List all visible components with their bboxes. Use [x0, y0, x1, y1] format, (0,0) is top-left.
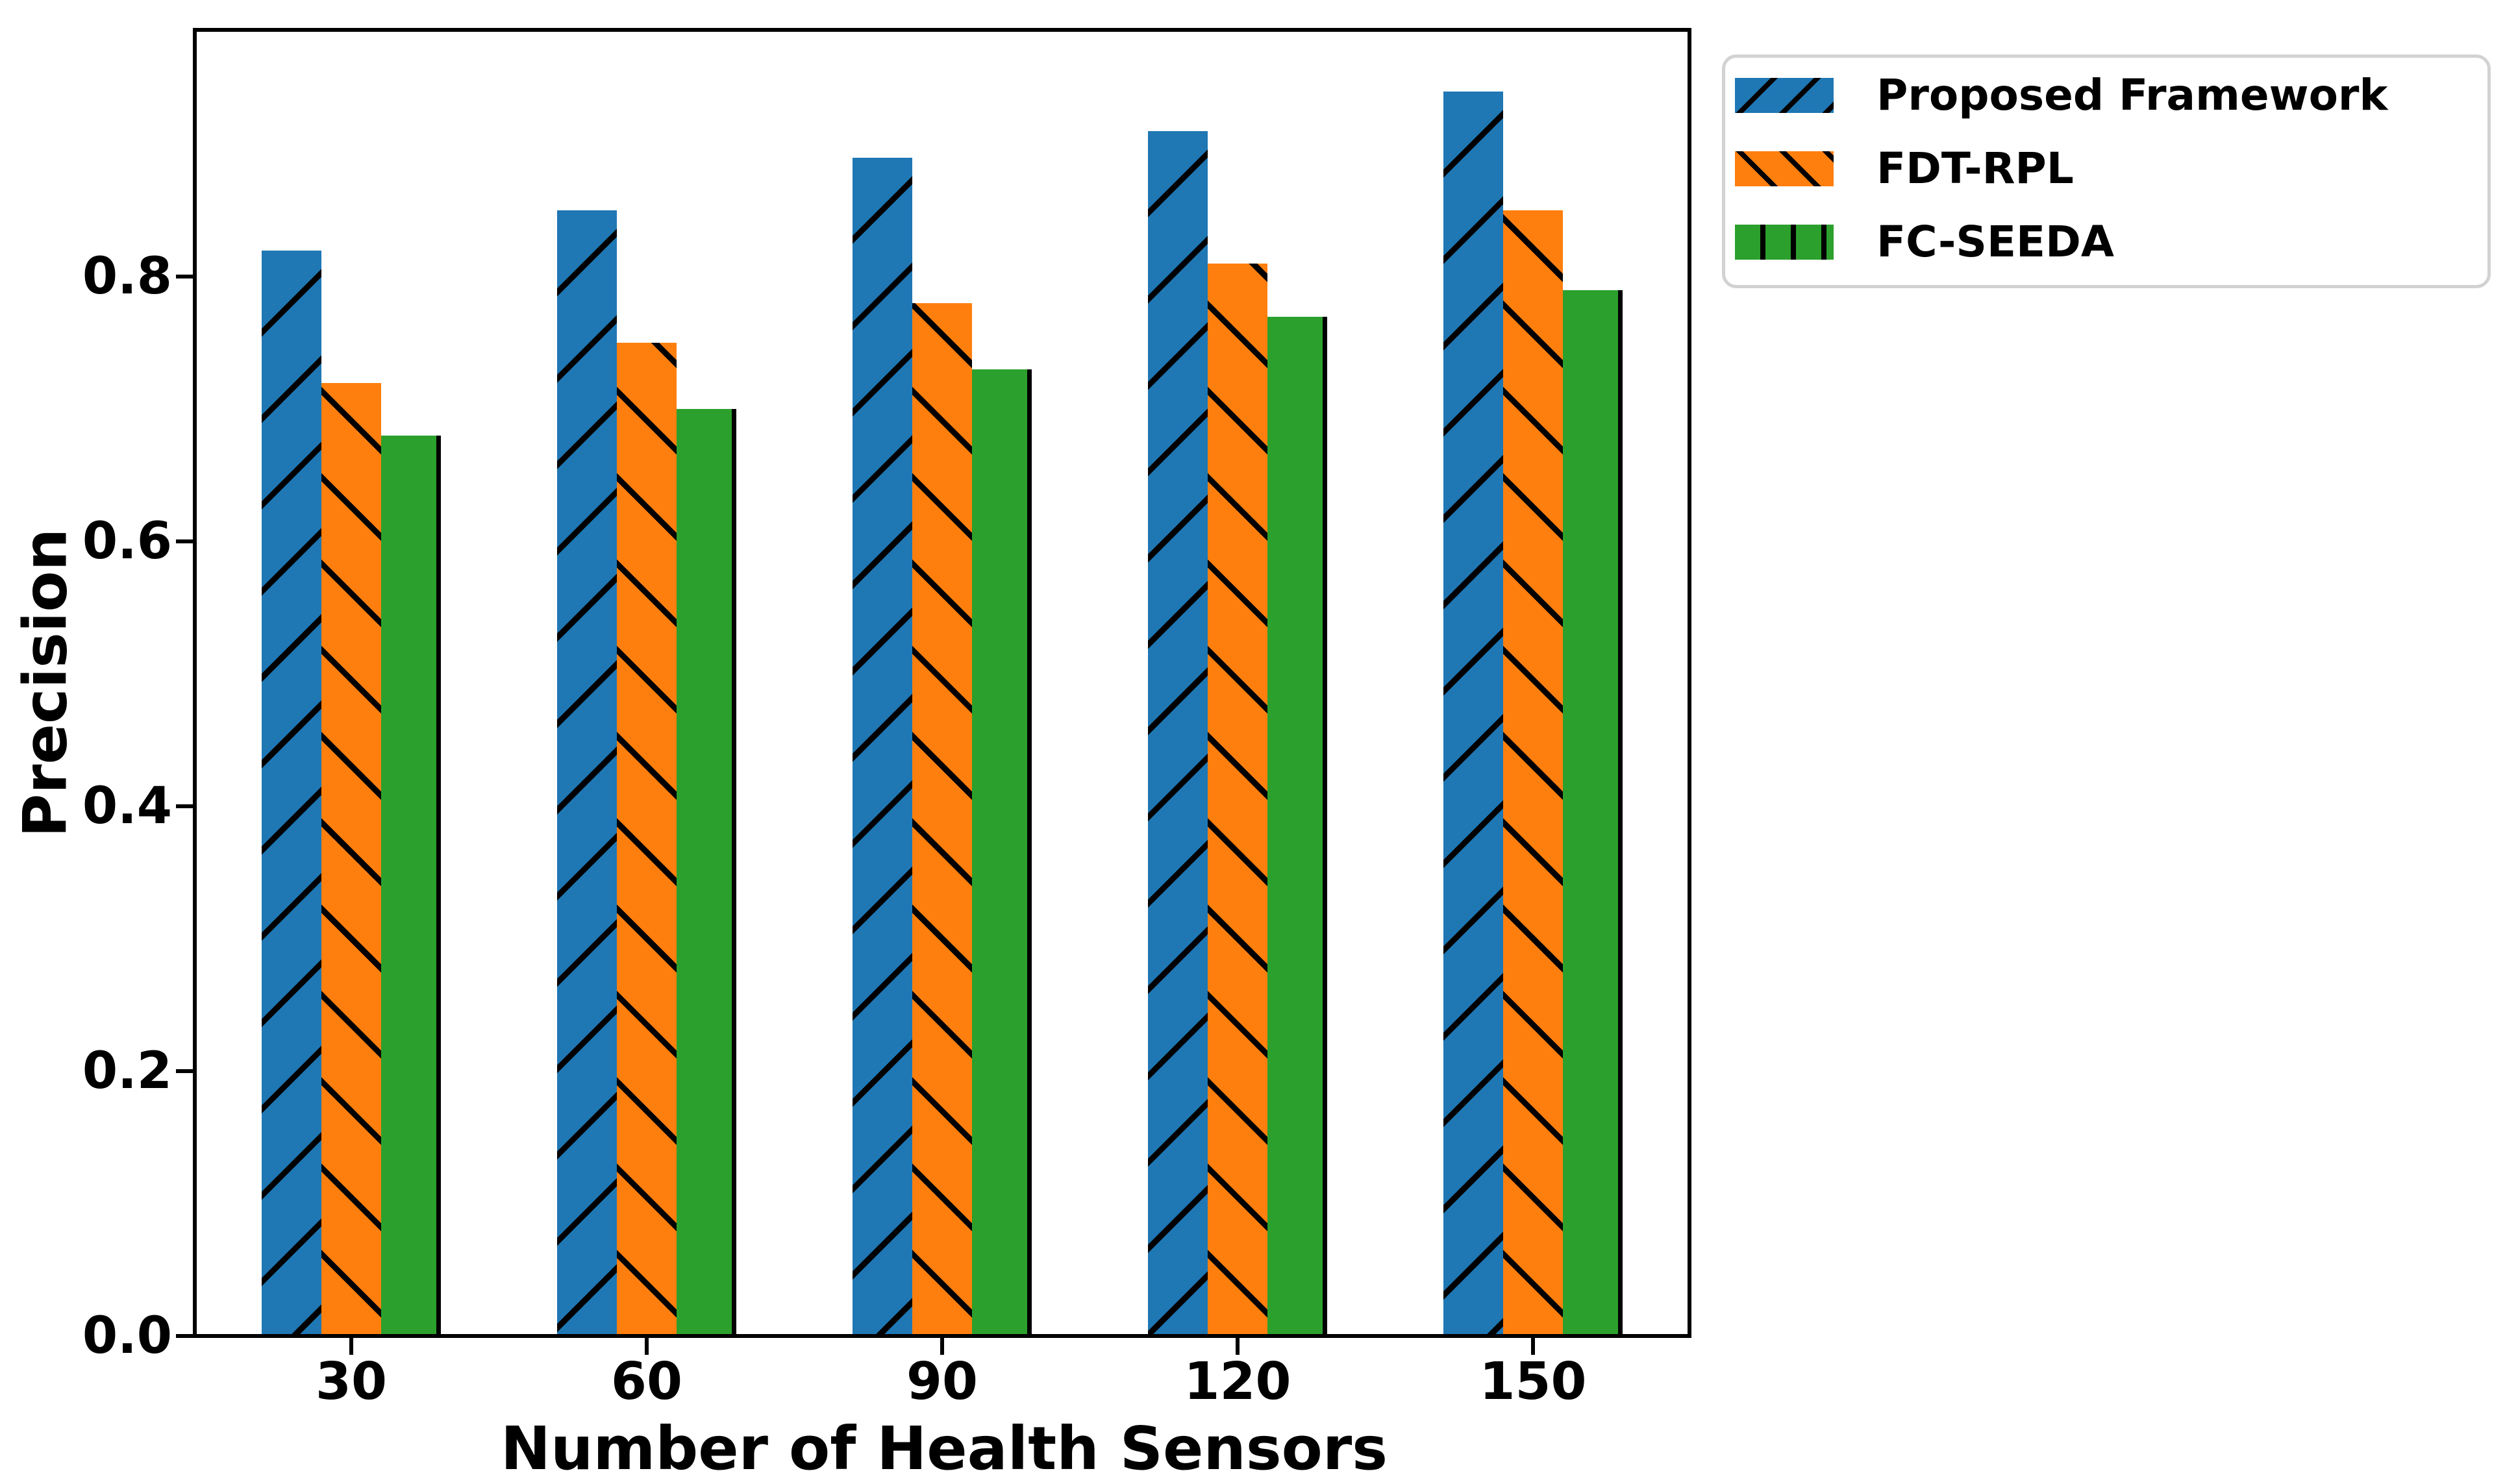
x-axis-tick-label: 60	[611, 1352, 682, 1411]
y-axis-label: Precision	[10, 528, 81, 838]
y-axis-tick-label: 0.4	[82, 777, 172, 835]
x-axis-tick	[940, 1338, 944, 1355]
bar-fc-seeda-120	[1267, 317, 1327, 1336]
bar-fc-seeda-150	[1563, 290, 1623, 1336]
legend-swatch-proposed-framework	[1735, 78, 1834, 113]
x-axis-tick-label: 30	[316, 1352, 387, 1411]
y-axis-tick-label: 0.8	[82, 247, 172, 306]
legend-label-fc-seeda: FC-SEEDA	[1876, 217, 2114, 267]
x-axis-tick	[1236, 1338, 1240, 1355]
x-axis-tick-label: 150	[1479, 1352, 1587, 1411]
bar-fdt-rpl-60	[617, 343, 677, 1336]
x-axis-tick	[1531, 1338, 1535, 1355]
bar-fdt-rpl-90	[912, 303, 972, 1336]
bar-fc-seeda-90	[972, 369, 1032, 1336]
x-axis-label: Number of Health Sensors	[500, 1414, 1388, 1483]
legend-swatch-fdt-rpl	[1735, 151, 1834, 186]
legend-box: Proposed Framework FDT-RPL FC-SEEDA	[1722, 55, 2491, 288]
y-axis-tick	[176, 1069, 195, 1073]
bar-fdt-rpl-30	[321, 383, 381, 1336]
x-axis-tick-label: 90	[906, 1352, 978, 1411]
y-axis-tick	[176, 539, 195, 543]
bar-proposed-framework-150	[1443, 92, 1503, 1336]
bar-fdt-rpl-120	[1208, 264, 1267, 1336]
y-axis-tick	[176, 275, 195, 278]
bar-proposed-framework-120	[1148, 131, 1208, 1336]
bar-proposed-framework-60	[557, 210, 617, 1336]
x-axis-tick-label: 120	[1184, 1352, 1291, 1411]
legend-label-proposed-framework: Proposed Framework	[1876, 70, 2388, 120]
y-axis-tick	[176, 804, 195, 808]
y-axis-tick-label: 0.2	[82, 1042, 172, 1100]
y-axis-tick-label: 0.0	[82, 1307, 172, 1365]
bar-proposed-framework-30	[262, 251, 321, 1336]
legend-swatch-fc-seeda	[1735, 225, 1834, 260]
x-axis-tick	[645, 1338, 649, 1355]
bar-fdt-rpl-150	[1503, 210, 1563, 1336]
bar-fc-seeda-30	[381, 436, 441, 1336]
legend-label-fdt-rpl: FDT-RPL	[1876, 143, 2074, 193]
y-axis-tick	[176, 1334, 195, 1338]
bar-fc-seeda-60	[677, 409, 736, 1336]
bar-proposed-framework-90	[853, 158, 912, 1336]
x-axis-tick	[349, 1338, 353, 1355]
y-axis-tick-label: 0.6	[82, 512, 172, 571]
